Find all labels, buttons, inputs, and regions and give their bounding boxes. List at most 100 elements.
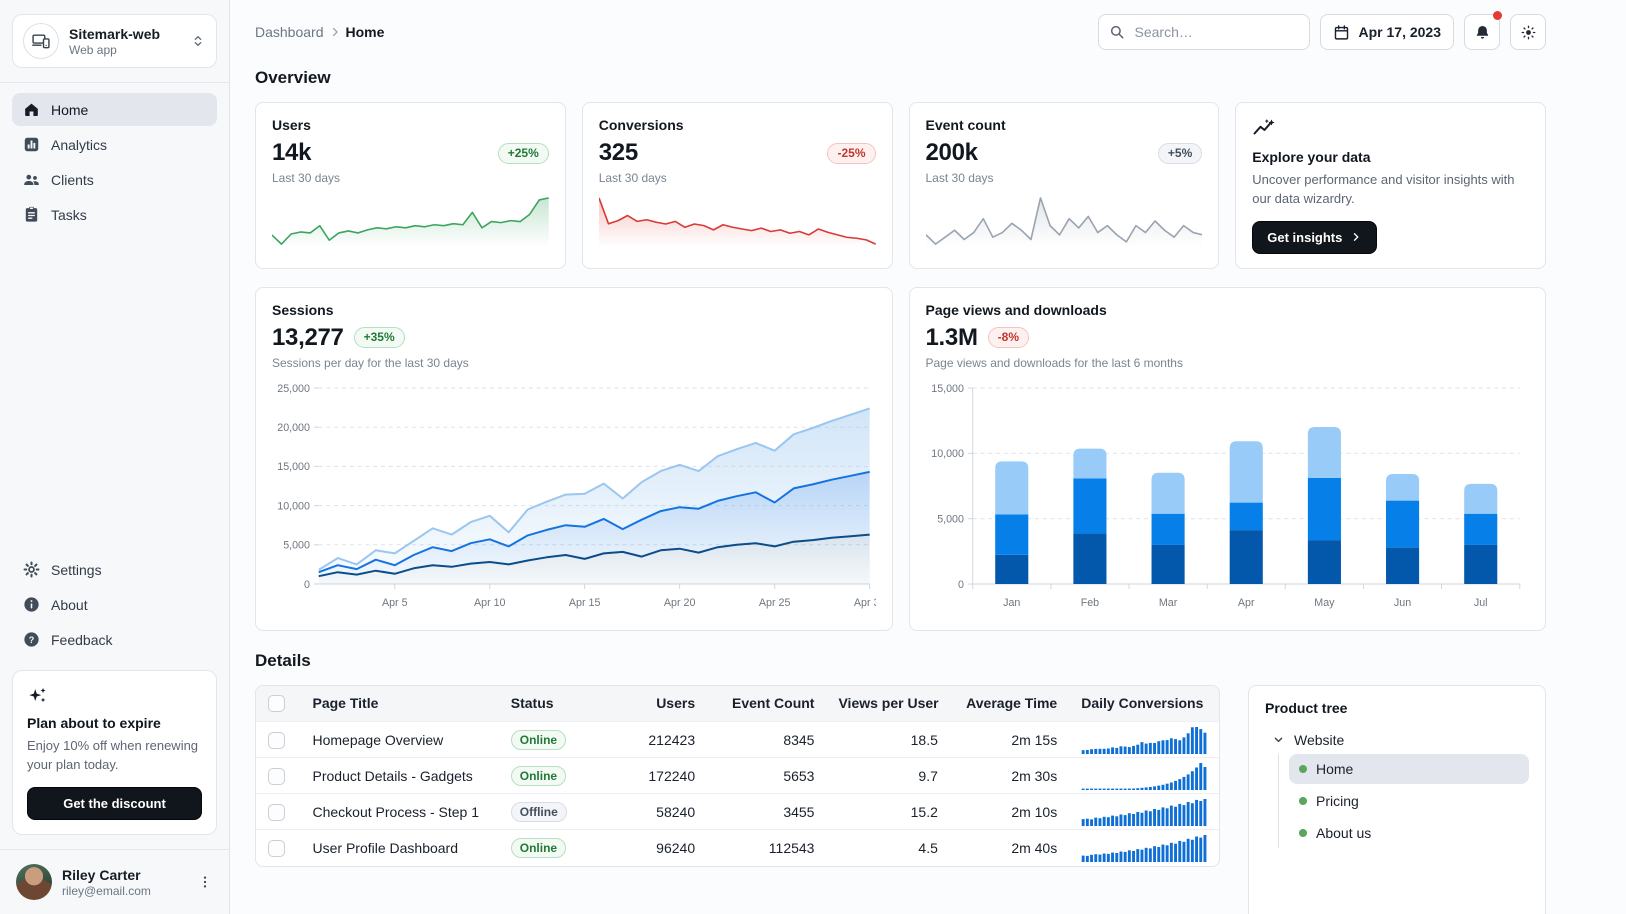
user-profile: Riley Carter riley@email.com [0, 849, 229, 914]
cell-event-count: 8345 [707, 721, 827, 758]
svg-text:0: 0 [304, 578, 310, 590]
status-badge: Online [510, 765, 567, 786]
chevron-right-icon [1354, 233, 1360, 242]
sidebar-item-feedback[interactable]: ? Feedback [12, 623, 217, 656]
get-discount-button[interactable]: Get the discount [27, 787, 202, 820]
notifications-button[interactable] [1464, 11, 1502, 50]
svg-text:Jan: Jan [1003, 597, 1020, 609]
row-checkbox[interactable] [268, 767, 285, 785]
stat-title: Conversions [598, 117, 684, 133]
users-sparkline [272, 195, 549, 247]
sun-icon [1520, 24, 1537, 41]
tree-children: Home Pricing About us [1278, 753, 1529, 848]
cell-page-title: User Profile Dashboard [300, 829, 499, 866]
cell-views-per-user: 15.2 [826, 793, 950, 830]
sessions-card: Sessions 13,277 +35% Sessions per day fo… [255, 286, 893, 631]
explore-data-card: Explore your data Uncover performance an… [1235, 102, 1546, 269]
sidebar-spacer [0, 235, 229, 543]
tree-item-pricing[interactable]: Pricing [1289, 786, 1529, 816]
table-row: Homepage Overview Online 212423 8345 18.… [256, 721, 1219, 758]
tree-item-about-us[interactable]: About us [1289, 818, 1529, 848]
cell-average-time: 2m 30s [949, 757, 1070, 794]
row-checkbox[interactable] [268, 731, 285, 749]
breadcrumb: Dashboard Home [255, 24, 384, 40]
sidebar-item-label: Analytics [51, 136, 108, 153]
date-label: Apr 17, 2023 [1358, 24, 1442, 40]
svg-text:10,000: 10,000 [931, 448, 964, 460]
status-badge: Offline [510, 801, 567, 822]
help-icon: ? [22, 630, 41, 649]
svg-text:Apr 10: Apr 10 [474, 597, 506, 609]
header-controls: Apr 17, 2023 [1097, 11, 1546, 50]
daily-conversions-sparkline [1081, 834, 1207, 862]
green-dot-icon [1299, 796, 1307, 805]
chevron-right-icon [328, 25, 342, 39]
breadcrumb-dashboard[interactable]: Dashboard [255, 24, 324, 40]
trend-chip: +5% [1157, 142, 1203, 164]
workspace-name: Sitemark-web [69, 25, 161, 42]
cell-users: 172240 [599, 757, 708, 794]
tree-item-label: Home [1316, 760, 1354, 777]
cell-event-count: 112543 [707, 829, 827, 866]
svg-text:25,000: 25,000 [277, 382, 310, 394]
unfold-icon [190, 33, 206, 49]
table-row: User Profile Dashboard Online 96240 1125… [256, 829, 1219, 866]
workspace-type: Web app [69, 42, 117, 57]
sidebar-item-tasks[interactable]: Tasks [12, 198, 217, 231]
sidebar-item-label: About [51, 596, 88, 613]
get-insights-button[interactable]: Get insights [1252, 220, 1378, 254]
cell-page-title: Product Details - Gadgets [300, 757, 499, 794]
sidebar-item-home[interactable]: Home [12, 93, 217, 126]
status-badge: Online [510, 729, 567, 750]
row-checkbox[interactable] [268, 839, 285, 857]
more-vert-icon[interactable] [193, 870, 217, 894]
date-picker-button[interactable]: Apr 17, 2023 [1319, 14, 1454, 50]
row-checkbox[interactable] [268, 803, 285, 821]
sidebar-divider [0, 82, 229, 83]
tree-item-home[interactable]: Home [1289, 753, 1529, 784]
stat-cards-row: Users 14k +25% Last 30 days Conversions … [255, 102, 1546, 269]
conversions-stat-card: Conversions 325 -25% Last 30 days [581, 102, 893, 269]
conversions-sparkline [598, 195, 876, 247]
col-page-title: Page Title [300, 685, 499, 722]
daily-conversions-sparkline [1081, 798, 1207, 826]
search-input[interactable] [1097, 14, 1310, 50]
sparkle-icon [27, 685, 202, 707]
theme-toggle-button[interactable] [1510, 14, 1546, 50]
svg-text:Jun: Jun [1393, 597, 1410, 609]
sidebar-nav: Home Analytics Clients Tasks [0, 83, 229, 235]
explore-title: Explore your data [1252, 149, 1371, 165]
svg-text:Feb: Feb [1080, 597, 1098, 609]
svg-text:5,000: 5,000 [937, 513, 964, 525]
tree-item-website[interactable]: Website [1265, 728, 1529, 752]
svg-text:Apr 20: Apr 20 [664, 597, 696, 609]
svg-text:?: ? [29, 635, 35, 645]
col-average-time: Average Time [949, 685, 1070, 722]
event-count-stat-card: Event count 200k +5% Last 30 days [908, 102, 1220, 269]
sidebar-item-analytics[interactable]: Analytics [12, 128, 217, 161]
sidebar-item-settings[interactable]: Settings [12, 553, 217, 586]
sessions-value: 13,277 [272, 323, 344, 351]
svg-text:Apr 25: Apr 25 [759, 597, 791, 609]
search-icon [1108, 23, 1126, 41]
cell-average-time: 2m 40s [949, 829, 1070, 866]
svg-text:Apr 30: Apr 30 [854, 597, 876, 609]
stat-value: 14k [272, 139, 312, 166]
trend-chip: +35% [353, 327, 405, 349]
svg-text:Jul: Jul [1473, 597, 1487, 609]
cell-views-per-user: 9.7 [826, 757, 950, 794]
svg-text:5,000: 5,000 [283, 539, 310, 551]
sidebar-item-clients[interactable]: Clients [12, 163, 217, 196]
sidebar-item-about[interactable]: About [12, 588, 217, 621]
select-all-checkbox[interactable] [268, 695, 285, 713]
analytics-icon [22, 135, 41, 154]
cell-event-count: 3455 [707, 793, 827, 830]
home-icon [22, 100, 41, 119]
workspace-switcher[interactable]: Sitemark-web Web app [12, 14, 217, 68]
trend-chip: +25% [497, 142, 549, 164]
sessions-chart: 0 5,000 10,000 15,000 20,000 25,000 Apr 5 Apr 1… [272, 378, 876, 616]
sidebar-item-label: Settings [51, 561, 102, 578]
sidebar: Sitemark-web Web app Home Analytics [0, 0, 230, 914]
tree-item-label: About us [1316, 824, 1372, 841]
overview-title: Overview [255, 68, 331, 87]
